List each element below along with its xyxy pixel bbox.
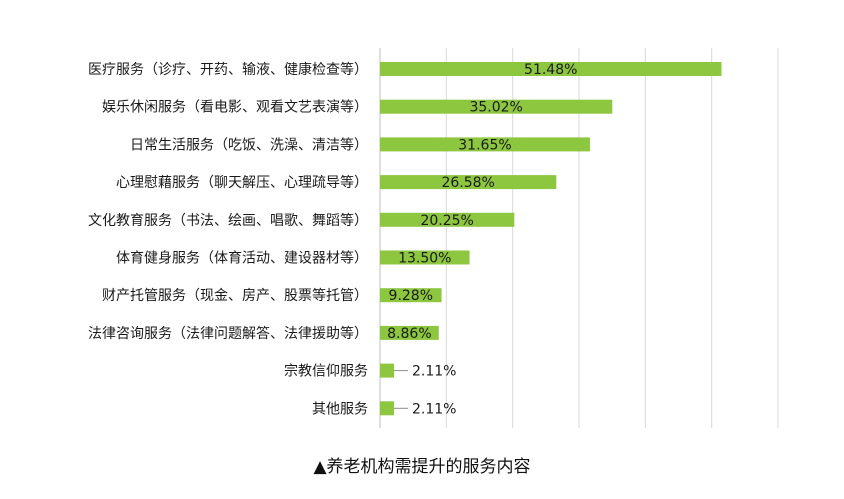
bar bbox=[380, 62, 722, 76]
data-label: 2.11% bbox=[412, 401, 456, 417]
bar bbox=[380, 137, 590, 152]
data-label: 2.11% bbox=[412, 364, 456, 380]
bar bbox=[380, 363, 394, 378]
category-label: 法律咨询服务（法律问题解答、法律援助等） bbox=[88, 325, 368, 342]
category-label: 宗教信仰服务 bbox=[284, 364, 368, 380]
chart-caption: ▲养老机构需提升的服务内容 bbox=[313, 457, 531, 477]
bar bbox=[380, 325, 439, 340]
category-label: 体育健身服务（体育活动、建设器材等） bbox=[116, 250, 368, 267]
bar bbox=[380, 288, 442, 303]
category-label: 文化教育服务（书法、绘画、唱歌、舞蹈等） bbox=[88, 212, 368, 229]
category-label: 日常生活服务（吃饭、洗澡、清洁等） bbox=[130, 136, 368, 153]
data-label: 31.65% bbox=[458, 137, 511, 153]
category-label: 心理慰藉服务（聊天解压、心理疏导等） bbox=[116, 174, 368, 191]
data-label: 51.48% bbox=[524, 62, 577, 78]
bar bbox=[380, 175, 557, 190]
data-label: 26.58% bbox=[441, 175, 494, 191]
data-label: 9.28% bbox=[389, 288, 433, 304]
category-label: 财产托管服务（现金、房产、股票等托管） bbox=[102, 287, 368, 304]
category-label: 娱乐休闲服务（看电影、观看文艺表演等） bbox=[102, 99, 368, 116]
category-label: 其他服务 bbox=[312, 401, 368, 417]
category-label: 医疗服务（诊疗、开药、输液、健康检查等） bbox=[88, 61, 368, 78]
data-label: 35.02% bbox=[469, 100, 522, 116]
bar bbox=[380, 212, 515, 227]
data-label: 13.50% bbox=[398, 251, 451, 267]
bar bbox=[380, 250, 470, 265]
data-label: 8.86% bbox=[387, 326, 431, 342]
bar bbox=[380, 401, 394, 416]
data-label: 20.25% bbox=[420, 213, 473, 229]
bar bbox=[380, 99, 613, 114]
